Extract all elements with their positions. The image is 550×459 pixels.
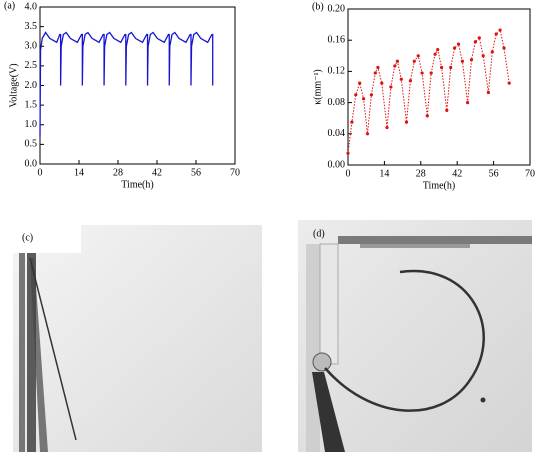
y-tick-label: 3.5 <box>25 21 38 32</box>
panel-label: (a) <box>4 0 15 11</box>
x-tick-label: 42 <box>152 167 162 178</box>
data-point <box>486 90 490 95</box>
data-point <box>404 120 409 124</box>
y-tick-label: 1.0 <box>25 119 38 130</box>
y-tick-label: 0.0 <box>25 158 38 169</box>
data-point <box>369 93 373 97</box>
data-point <box>350 120 354 124</box>
data-point <box>436 47 440 52</box>
data-point <box>453 46 457 50</box>
y-tick-label: 0.20 <box>328 3 346 14</box>
y-axis-label: κ(mm⁻¹) <box>312 69 323 105</box>
data-point <box>477 36 481 40</box>
data-point <box>376 65 380 70</box>
x-axis-label: Time(h) <box>423 180 455 191</box>
x-tick-label: 56 <box>191 167 201 178</box>
data-point <box>433 52 437 56</box>
panel-label: (d) <box>313 228 325 239</box>
data-point <box>416 54 420 58</box>
y-tick-label: 0.5 <box>25 139 38 150</box>
data-point <box>373 71 377 75</box>
y-tick-label: 3.0 <box>25 41 38 52</box>
data-point <box>507 81 511 85</box>
data-point <box>393 64 397 68</box>
data-point <box>449 65 453 70</box>
data-point <box>429 71 433 75</box>
y-tick-label: 0.12 <box>328 66 346 77</box>
data-point <box>389 85 393 89</box>
data-point <box>469 58 474 62</box>
y-tick-label: 1.5 <box>25 99 38 110</box>
x-axis-label: Time(h) <box>121 179 153 190</box>
data-point <box>354 93 358 97</box>
x-tick-label: 0 <box>38 167 43 178</box>
data-point <box>395 59 399 63</box>
x-tick-label: 14 <box>379 168 389 179</box>
data-point <box>412 59 416 63</box>
photo-d: (d) <box>298 220 532 452</box>
x-tick-label: 28 <box>416 168 426 179</box>
x-tick-label: 0 <box>346 168 351 179</box>
y-tick-label: 0.08 <box>328 97 346 108</box>
y-tick-label: 2.0 <box>25 80 38 91</box>
data-point <box>408 79 412 83</box>
x-tick-label: 70 <box>525 168 535 179</box>
data-point <box>362 97 366 101</box>
y-tick-label: 4.0 <box>25 1 38 12</box>
data-point <box>399 77 403 81</box>
data-point <box>473 40 477 44</box>
data-point <box>494 32 498 36</box>
data-point <box>498 28 502 32</box>
y-tick-label: 0.00 <box>328 159 346 170</box>
data-point <box>420 71 424 75</box>
data-point <box>358 81 362 85</box>
panel-label: (c) <box>22 232 33 243</box>
data-point <box>380 81 384 85</box>
y-tick-label: 0.16 <box>328 34 346 45</box>
y-axis-label: Voltage(V) <box>8 63 19 107</box>
data-point <box>440 65 444 70</box>
data-point <box>346 151 350 155</box>
photo-c: (c) <box>13 225 262 452</box>
data-point <box>481 54 485 58</box>
panel-label: (b) <box>312 1 324 12</box>
data-point <box>445 108 449 112</box>
x-tick-label: 56 <box>489 168 499 179</box>
data-point <box>460 59 464 63</box>
data-point <box>456 42 461 46</box>
plot-frame <box>347 8 531 166</box>
x-tick-label: 14 <box>74 167 84 178</box>
data-point <box>466 101 470 105</box>
data-point <box>425 114 429 118</box>
x-tick-label: 28 <box>113 167 123 178</box>
data-point <box>502 46 506 50</box>
data-point <box>365 132 370 136</box>
x-tick-label: 70 <box>230 167 240 178</box>
data-line <box>347 29 510 154</box>
y-tick-label: 2.5 <box>25 60 38 71</box>
data-point <box>490 50 494 54</box>
y-tick-label: 0.04 <box>328 128 346 139</box>
x-tick-label: 42 <box>452 168 462 179</box>
plot-frame <box>39 6 236 165</box>
data-point <box>385 125 389 130</box>
data-line <box>39 31 214 137</box>
